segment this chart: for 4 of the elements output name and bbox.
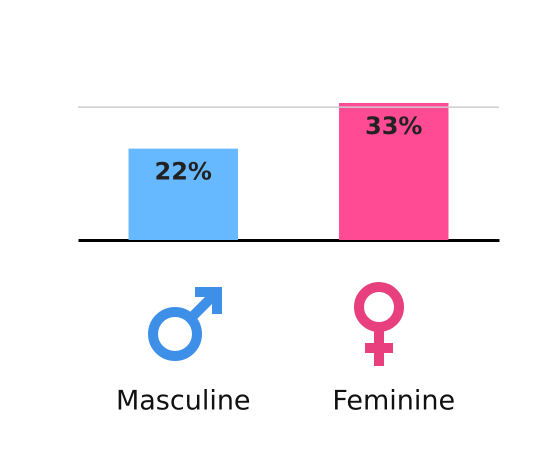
- data-label: 22%: [154, 158, 212, 186]
- x-tick-label: Feminine: [332, 386, 456, 416]
- x-tick-label: Masculine: [116, 386, 251, 416]
- data-label: 33%: [365, 112, 422, 140]
